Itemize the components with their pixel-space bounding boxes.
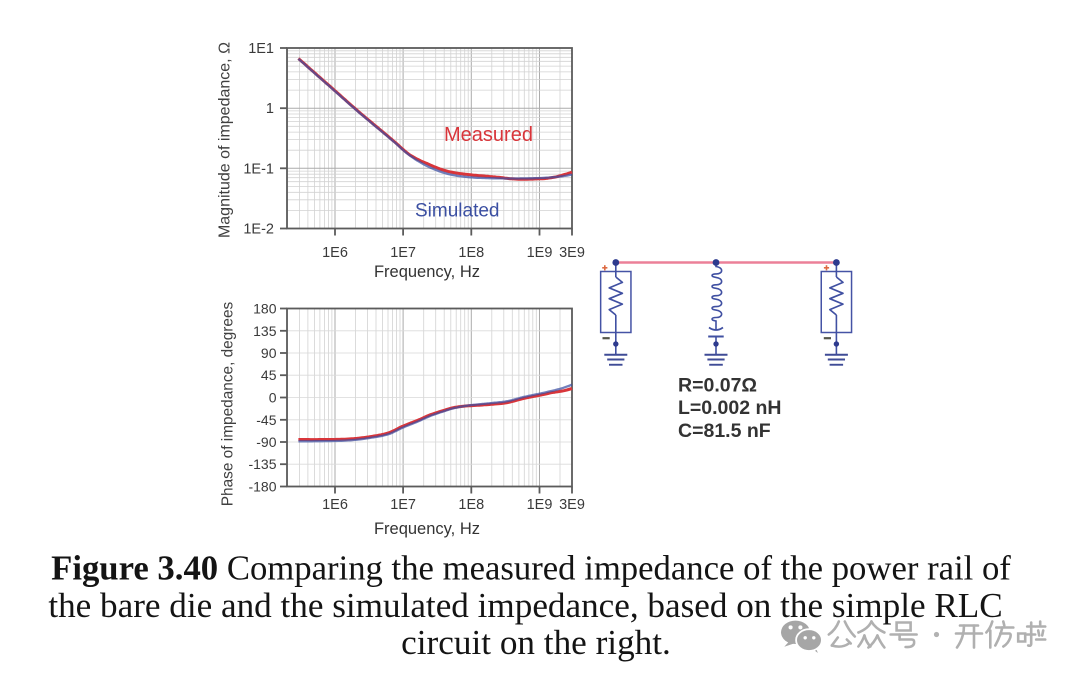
svg-text:Simulated: Simulated bbox=[415, 201, 500, 222]
svg-text:-45: -45 bbox=[256, 412, 276, 428]
svg-text:1E6: 1E6 bbox=[322, 497, 348, 513]
svg-text:C=81.5 nF: C=81.5 nF bbox=[678, 420, 771, 442]
svg-text:1: 1 bbox=[266, 101, 274, 117]
svg-text:90: 90 bbox=[261, 345, 277, 361]
svg-text:3E9: 3E9 bbox=[559, 245, 585, 261]
svg-text:1E8: 1E8 bbox=[458, 245, 484, 261]
svg-text:Frequency, Hz: Frequency, Hz bbox=[374, 520, 480, 538]
svg-text:45: 45 bbox=[261, 367, 277, 383]
svg-text:180: 180 bbox=[253, 301, 277, 317]
svg-text:1E9: 1E9 bbox=[527, 245, 553, 261]
svg-text:1E-1: 1E-1 bbox=[243, 161, 274, 177]
svg-text:1E-2: 1E-2 bbox=[243, 222, 274, 238]
svg-text:1E1: 1E1 bbox=[248, 41, 274, 57]
svg-text:-180: -180 bbox=[248, 479, 276, 495]
svg-text:Measured: Measured bbox=[444, 124, 533, 146]
svg-text:L=0.002 nH: L=0.002 nH bbox=[678, 397, 782, 419]
svg-text:circuit on the right.: circuit on the right. bbox=[401, 623, 671, 662]
svg-text:3E9: 3E9 bbox=[559, 497, 585, 513]
svg-text:the bare die and the simulated: the bare die and the simulated impedance… bbox=[48, 586, 1002, 625]
svg-text:R=0.07Ω: R=0.07Ω bbox=[678, 375, 757, 397]
svg-text:1E7: 1E7 bbox=[390, 245, 416, 261]
svg-text:Magnitude of impedance, Ω: Magnitude of impedance, Ω bbox=[217, 42, 234, 238]
svg-text:1E6: 1E6 bbox=[322, 245, 348, 261]
svg-text:-135: -135 bbox=[248, 456, 276, 472]
svg-text:1E7: 1E7 bbox=[390, 497, 416, 513]
svg-text:1E8: 1E8 bbox=[458, 497, 484, 513]
svg-text:135: 135 bbox=[253, 323, 277, 339]
svg-text:0: 0 bbox=[269, 390, 277, 406]
svg-text:1E9: 1E9 bbox=[527, 497, 553, 513]
svg-text:Figure 3.40 Comparing the meas: Figure 3.40 Comparing the measured imped… bbox=[51, 549, 1011, 588]
svg-text:Phase of impedance, degrees: Phase of impedance, degrees bbox=[220, 301, 237, 506]
svg-text:-90: -90 bbox=[256, 434, 276, 450]
svg-text:Frequency, Hz: Frequency, Hz bbox=[374, 263, 480, 281]
